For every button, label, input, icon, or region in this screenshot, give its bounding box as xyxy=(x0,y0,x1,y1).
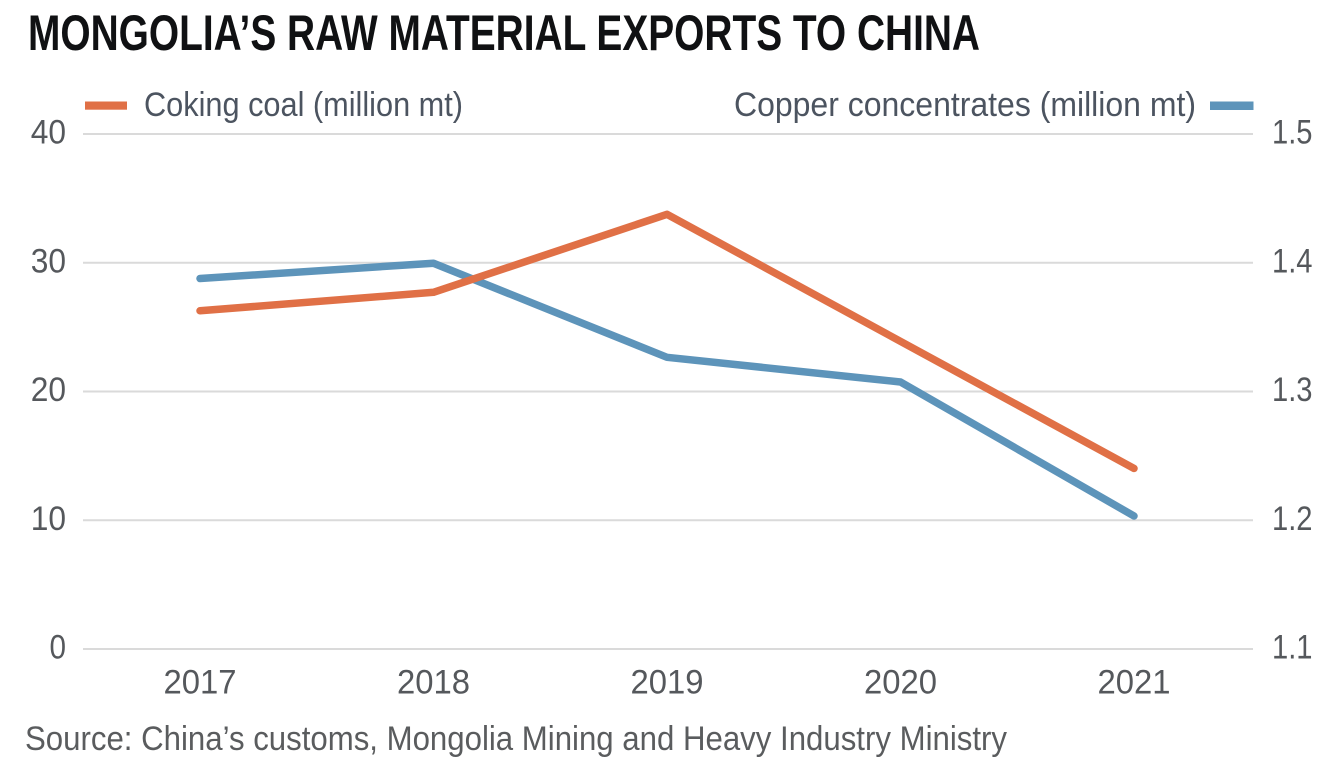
svg-text:30: 30 xyxy=(31,242,66,280)
svg-text:Coking coal (million mt): Coking coal (million mt) xyxy=(144,86,463,124)
svg-text:1.4: 1.4 xyxy=(1272,242,1313,280)
svg-text:2020: 2020 xyxy=(864,664,937,702)
svg-text:1.1: 1.1 xyxy=(1272,629,1313,667)
svg-text:1.5: 1.5 xyxy=(1272,114,1313,152)
svg-text:2021: 2021 xyxy=(1098,664,1171,702)
svg-text:2018: 2018 xyxy=(397,664,470,702)
svg-text:10: 10 xyxy=(31,500,66,538)
svg-text:1.3: 1.3 xyxy=(1272,371,1313,409)
svg-text:Source: China’s customs, Mongo: Source: China’s customs, Mongolia Mining… xyxy=(25,720,1007,758)
svg-text:1.2: 1.2 xyxy=(1272,500,1313,538)
svg-text:2019: 2019 xyxy=(631,664,704,702)
svg-text:0: 0 xyxy=(50,629,67,667)
svg-text:20: 20 xyxy=(31,371,66,409)
svg-text:2017: 2017 xyxy=(164,664,237,702)
svg-text:Copper concentrates (million m: Copper concentrates (million mt) xyxy=(734,86,1196,124)
svg-text:MONGOLIA’S RAW MATERIAL EXPORT: MONGOLIA’S RAW MATERIAL EXPORTS TO CHINA xyxy=(28,5,980,61)
svg-text:40: 40 xyxy=(31,114,66,152)
